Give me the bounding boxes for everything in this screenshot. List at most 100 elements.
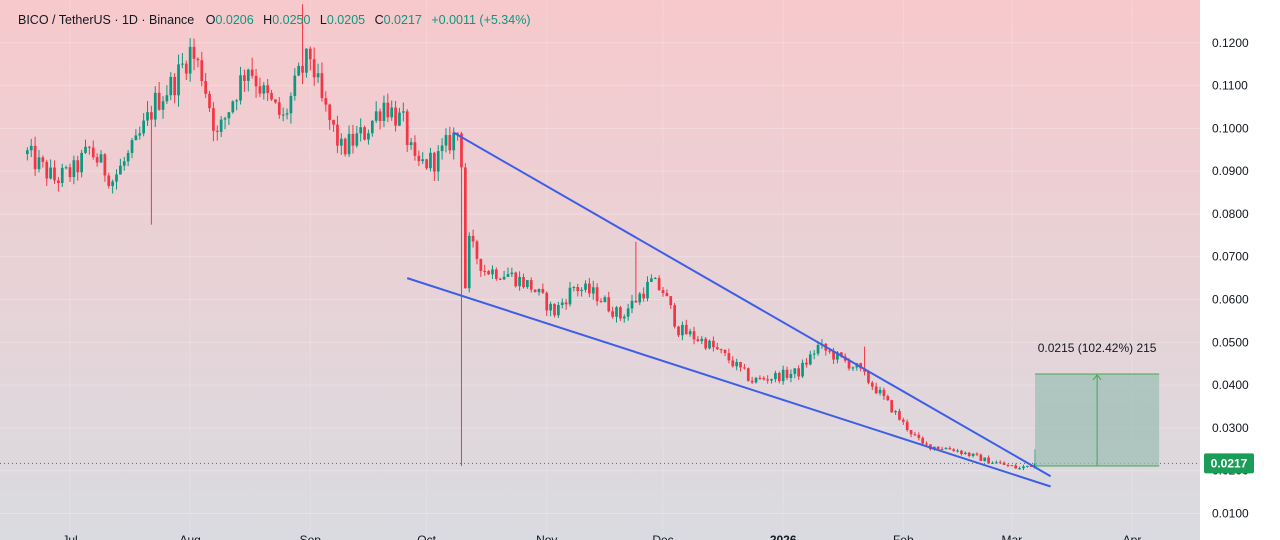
candle-body xyxy=(498,278,502,280)
candle-body xyxy=(723,349,727,354)
candle-body xyxy=(204,81,208,94)
candle-body xyxy=(638,293,642,303)
candle-body xyxy=(599,301,603,303)
candle-body xyxy=(487,271,490,275)
measure-tool[interactable]: 0.0215 (102.42%) 215 xyxy=(1035,341,1160,467)
candle-body xyxy=(766,379,770,381)
candle-body xyxy=(549,303,552,311)
candle-body xyxy=(336,124,339,146)
time-axis-label: 2026 xyxy=(770,533,797,540)
candle-body xyxy=(324,98,328,105)
time-axis-label: Jul xyxy=(62,533,77,540)
candles xyxy=(26,4,1037,471)
candle-body xyxy=(41,157,45,162)
candle-body xyxy=(851,367,855,369)
candle-body xyxy=(557,305,560,316)
candle-body xyxy=(26,150,29,155)
candle-body xyxy=(994,462,998,464)
candle-body xyxy=(394,107,397,126)
candle-body xyxy=(471,235,475,242)
candle-body xyxy=(320,73,324,99)
candle-body xyxy=(316,73,320,78)
price-axis-label: 0.0700 xyxy=(1212,250,1249,264)
price-axis-label: 0.0100 xyxy=(1212,506,1249,520)
candle-body xyxy=(665,293,669,297)
candle-body xyxy=(847,360,851,369)
candle-body xyxy=(607,297,611,312)
candle-body xyxy=(475,241,479,259)
price-tag-label: 0.0217 xyxy=(1211,456,1248,470)
candle-body xyxy=(72,160,76,178)
price-axis-label: 0.0300 xyxy=(1212,421,1249,435)
candle-body xyxy=(731,360,735,367)
trendlines[interactable] xyxy=(406,131,1052,488)
candle-body xyxy=(812,353,816,355)
candle-body xyxy=(386,102,390,118)
price-axis-panel[interactable] xyxy=(1200,0,1280,540)
high-value: 0.0250 xyxy=(272,13,310,27)
candle-body xyxy=(436,151,440,172)
candle-body xyxy=(940,448,944,450)
candle-body xyxy=(967,452,971,457)
candle-body xyxy=(774,373,777,380)
candle-body xyxy=(432,152,436,172)
candle-body xyxy=(568,287,572,305)
candle-body xyxy=(467,235,471,289)
candle-body xyxy=(343,138,347,155)
price-axis-label: 0.0500 xyxy=(1212,335,1249,349)
candle-body xyxy=(715,347,719,350)
candle-body xyxy=(754,377,758,383)
candle-body xyxy=(277,102,281,115)
candle-body xyxy=(944,448,948,450)
candle-body xyxy=(653,278,657,280)
candle-body xyxy=(913,434,917,436)
candle-body xyxy=(351,133,355,146)
candle-body xyxy=(805,362,808,365)
candle-body xyxy=(580,289,583,292)
candle-body xyxy=(463,167,467,289)
legend: BICO / TetherUS · 1D · Binance O0.0206 H… xyxy=(18,13,531,27)
candle-body xyxy=(262,85,266,94)
price-axis-label: 0.1100 xyxy=(1212,79,1248,93)
symbol-label: BICO / TetherUS · 1D · Binance xyxy=(18,13,194,27)
candle-body xyxy=(425,159,428,169)
candle-body xyxy=(874,386,878,394)
candle-body xyxy=(243,75,246,81)
candle-body xyxy=(119,165,122,175)
candle-body xyxy=(584,283,587,290)
candle-body xyxy=(591,287,595,294)
candle-body xyxy=(630,300,634,309)
candle-body xyxy=(88,146,91,148)
candle-body xyxy=(956,450,959,452)
candle-body xyxy=(998,462,1002,464)
candle-body xyxy=(878,389,882,394)
candle-body xyxy=(270,93,273,100)
candle-body xyxy=(421,159,425,162)
candle-body xyxy=(727,353,731,361)
candle-body xyxy=(808,354,812,365)
candle-body xyxy=(526,280,529,288)
low-label: L xyxy=(320,13,327,27)
change-value: +0.0011 (+5.34%) xyxy=(431,13,530,27)
candle-body xyxy=(777,373,781,382)
candle-body xyxy=(948,448,952,450)
candle-body xyxy=(898,411,901,420)
time-axis-label: Sep xyxy=(300,533,322,540)
candle-body xyxy=(522,277,525,288)
price-axis-label: 0.1000 xyxy=(1212,121,1249,135)
candle-body xyxy=(95,157,99,163)
candle-body xyxy=(758,377,762,379)
candle-body xyxy=(188,46,192,74)
candle-body xyxy=(444,135,448,146)
candle-body xyxy=(126,152,130,162)
candle-body xyxy=(518,277,521,287)
candle-body xyxy=(181,63,184,65)
candle-body xyxy=(801,362,804,377)
candle-body xyxy=(33,145,37,170)
candle-body xyxy=(886,396,890,401)
candle-body xyxy=(367,133,370,140)
candle-body xyxy=(564,302,568,305)
candle-body xyxy=(409,142,413,146)
